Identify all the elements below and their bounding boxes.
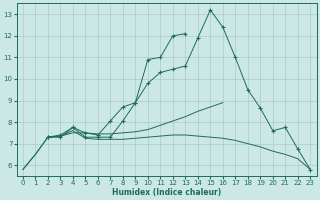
X-axis label: Humidex (Indice chaleur): Humidex (Indice chaleur) [112, 188, 221, 197]
